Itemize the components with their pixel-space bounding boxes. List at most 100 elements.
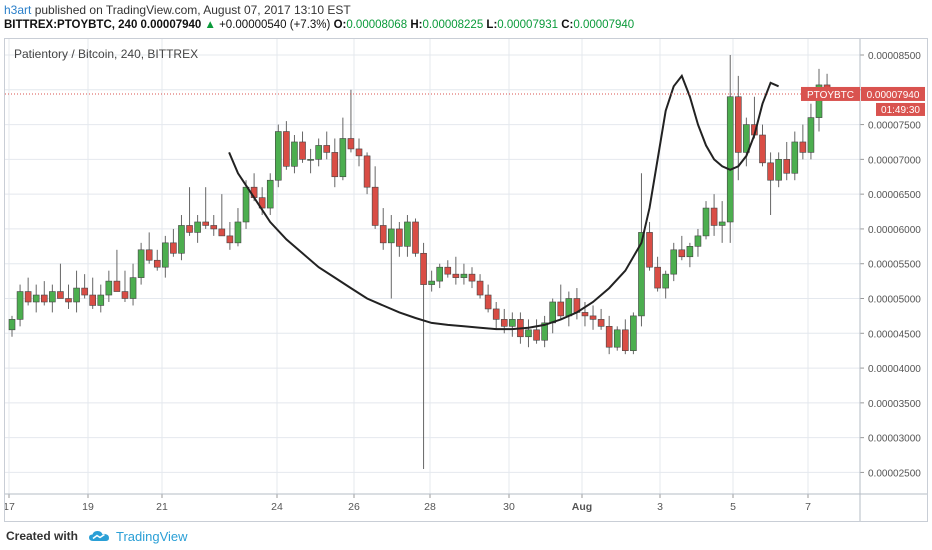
candle-down <box>40 294 48 303</box>
candle-up <box>815 84 823 118</box>
candle-up <box>291 141 298 167</box>
candle-down <box>121 291 129 299</box>
y-tick-label: 0.00004500 <box>868 329 921 340</box>
candle-down <box>468 273 476 282</box>
y-tick-label: 0.00004000 <box>868 364 921 375</box>
publish-text: published on TradingView.com, August 07,… <box>31 3 351 17</box>
candle-up <box>404 221 411 247</box>
candle-down <box>153 259 161 268</box>
candle-up <box>718 221 726 226</box>
candle-down <box>646 232 653 268</box>
candle-up <box>613 329 621 348</box>
candle-down <box>500 319 508 327</box>
tradingview-cloud-icon[interactable] <box>88 529 110 543</box>
x-tick-label: 7 <box>805 501 811 513</box>
candle-up <box>541 322 548 341</box>
x-tick-label: 30 <box>503 501 515 513</box>
candle-down <box>759 134 766 164</box>
candle-down <box>734 96 742 153</box>
candle-up <box>460 273 468 278</box>
tradingview-brand-link[interactable]: TradingView <box>116 528 188 544</box>
candle-down <box>533 329 540 341</box>
candle-down <box>622 329 629 351</box>
x-tick-label: 21 <box>156 501 168 513</box>
chart-frame <box>4 38 928 522</box>
y-tick-label: 0.00003500 <box>868 399 921 410</box>
y-tick-label: 0.00005500 <box>868 260 921 271</box>
candle-down <box>484 294 492 310</box>
candle-down <box>355 148 363 157</box>
publish-info: h3art published on TradingView.com, Augu… <box>4 3 351 17</box>
created-with-text: Created with <box>6 529 79 543</box>
candle-up <box>32 294 40 303</box>
candle-up <box>436 266 444 282</box>
price-chart[interactable]: 0.00002500 0.00003000 0.00003500 0.00004000… <box>5 39 927 521</box>
footer: Created with TradingView <box>6 526 188 546</box>
candle-down <box>420 252 427 285</box>
candle-down <box>597 319 605 327</box>
candle-down <box>89 294 96 306</box>
candle-up <box>178 225 185 254</box>
candle-down <box>347 138 355 150</box>
candle-up <box>194 221 201 233</box>
candle-down <box>24 291 32 303</box>
candle-up <box>97 294 105 306</box>
x-tick-label: 5 <box>730 501 736 513</box>
candle-down <box>81 287 88 296</box>
candle-down <box>145 249 153 261</box>
candle-down <box>396 228 403 247</box>
candle-down <box>476 280 484 296</box>
candle-up <box>525 329 532 338</box>
high-label: H: <box>410 19 423 31</box>
candle-up <box>549 301 556 324</box>
symbol-summary: BITTREX:PTOYBTC, 240 0.00007940 ▲ +0.000… <box>4 19 634 31</box>
candle-up <box>234 221 242 244</box>
candle-up <box>105 280 113 296</box>
last-price-tag <box>861 86 925 101</box>
candle-down <box>371 186 379 226</box>
low-label: L: <box>486 19 498 31</box>
candle-down <box>581 312 589 317</box>
candle-up <box>162 242 169 268</box>
symbol-line: BITTREX:PTOYBTC, 240 0.00007940 <box>4 19 202 31</box>
candle-up <box>266 179 274 209</box>
x-tick-label: 3 <box>657 501 663 513</box>
y-tick-label: 0.00002500 <box>868 468 921 479</box>
candle-up <box>743 124 750 153</box>
candle-down <box>363 155 371 188</box>
candle-up <box>509 319 516 327</box>
candle-down <box>186 225 193 233</box>
y-tick-label: 0.00007500 <box>868 121 921 132</box>
moving-average-line <box>228 73 780 331</box>
candle-down <box>710 207 718 226</box>
author-username[interactable]: h3art <box>4 3 32 17</box>
candle-up <box>726 96 734 223</box>
candle-up <box>339 138 347 178</box>
candle-up <box>16 291 24 320</box>
x-tick-label: 26 <box>348 501 360 513</box>
candle-down <box>452 273 460 278</box>
candle-up <box>630 315 637 351</box>
symbol-tag <box>801 86 860 101</box>
x-tick-label: 17 <box>5 501 15 513</box>
candle-down <box>202 221 209 226</box>
x-tick-label: 28 <box>424 501 436 513</box>
candle-down <box>218 228 226 237</box>
candle-up <box>686 246 694 258</box>
candle-down <box>113 280 121 292</box>
candle-down <box>226 235 234 244</box>
y-tick-label: 0.00006500 <box>868 190 921 201</box>
candle-up <box>775 159 782 181</box>
x-tick-label: Aug <box>572 501 592 513</box>
countdown-tag <box>876 102 925 116</box>
candle-up <box>807 117 815 153</box>
candle-down <box>678 249 686 258</box>
candle-up <box>565 298 573 317</box>
candle-up <box>387 228 395 244</box>
candle-down <box>57 291 64 299</box>
candle-down <box>412 221 419 254</box>
candle-up <box>428 280 435 285</box>
candle-up <box>670 249 678 275</box>
y-tick-label: 0.00008500 <box>868 51 921 62</box>
candle-up <box>242 186 250 223</box>
